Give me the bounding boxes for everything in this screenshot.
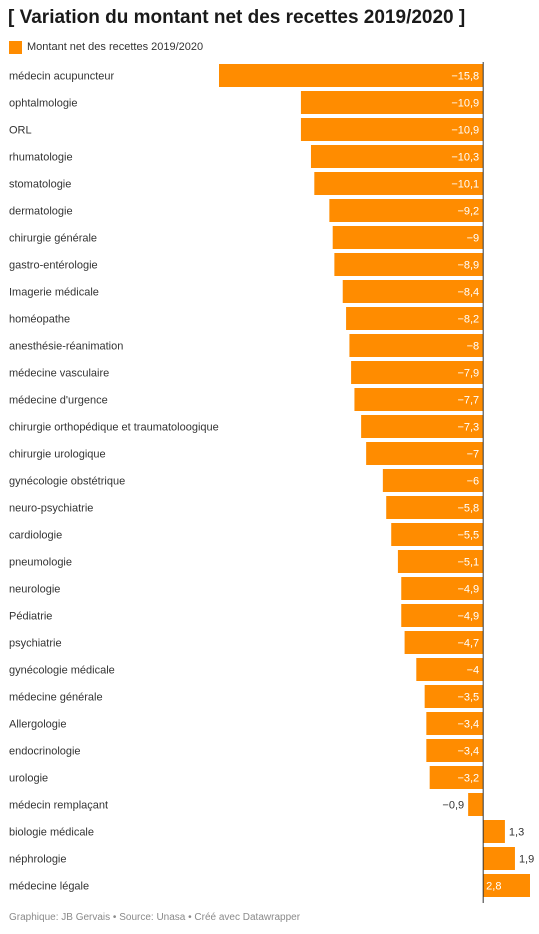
bar <box>300 118 484 141</box>
category-label: urologie <box>9 773 48 785</box>
bar <box>426 712 484 735</box>
value-label: −10,1 <box>451 179 479 191</box>
value-label: −4,7 <box>457 638 479 650</box>
category-label: ORL <box>9 125 32 137</box>
category-label: médecine générale <box>9 692 103 704</box>
bar <box>332 226 484 249</box>
value-label: 1,3 <box>509 827 524 839</box>
bar <box>300 91 484 114</box>
value-label: −5,5 <box>457 530 479 542</box>
category-label: anesthésie-réanimation <box>9 341 123 353</box>
bar <box>483 874 530 897</box>
category-label: cardiologie <box>9 530 62 542</box>
bar <box>391 523 484 546</box>
category-label: gastro-entérologie <box>9 260 98 272</box>
value-label: −7 <box>467 449 480 461</box>
legend-label: Montant net des recettes 2019/2020 <box>27 41 204 53</box>
bar <box>401 604 484 627</box>
bar <box>386 496 484 519</box>
value-label: −3,4 <box>457 719 479 731</box>
bar <box>397 550 484 573</box>
value-label: −7,3 <box>457 422 479 434</box>
value-label: −7,9 <box>457 368 479 380</box>
category-label: médecin acupuncteur <box>9 71 115 83</box>
bar <box>366 442 484 465</box>
value-label: −3,4 <box>457 746 479 758</box>
category-label: pneumologie <box>9 557 72 569</box>
category-label: psychiatrie <box>9 638 62 650</box>
value-label: −10,9 <box>451 98 479 110</box>
category-label: dermatologie <box>9 206 73 218</box>
chart-title: [ Variation du montant net des recettes … <box>8 7 466 28</box>
bar <box>219 64 484 87</box>
category-label: neuro-psychiatrie <box>9 503 93 515</box>
category-label: rhumatologie <box>9 152 73 164</box>
bar <box>314 172 484 195</box>
bar <box>329 199 484 222</box>
bar <box>424 685 484 708</box>
value-label: −10,3 <box>451 152 479 164</box>
category-label: médecine vasculaire <box>9 368 109 380</box>
category-label: biologie médicale <box>9 827 94 839</box>
category-label: chirurgie générale <box>9 233 97 245</box>
bar <box>351 361 484 384</box>
value-label: −15,8 <box>451 71 479 83</box>
value-label: −9 <box>467 233 480 245</box>
value-label: 2,8 <box>486 881 501 893</box>
bar <box>426 739 484 762</box>
value-label: −10,9 <box>451 125 479 137</box>
bar <box>334 253 484 276</box>
category-label: Pédiatrie <box>9 611 52 623</box>
bar <box>310 145 484 168</box>
value-label: −6 <box>467 476 480 488</box>
category-label: Imagerie médicale <box>9 287 99 299</box>
category-label: médecine d'urgence <box>9 395 108 407</box>
value-label: −4,9 <box>457 611 479 623</box>
chart-footer: Graphique: JB Gervais • Source: Unasa • … <box>9 912 301 923</box>
bar <box>404 631 484 654</box>
value-label: 1,9 <box>519 854 534 866</box>
bar-chart: médecin acupuncteur −15,8 ophtalmologie −10… <box>9 62 534 903</box>
bar <box>361 415 484 438</box>
bar <box>346 307 484 330</box>
bar <box>483 847 515 870</box>
category-label: Allergologie <box>9 719 66 731</box>
value-label: −9,2 <box>457 206 479 218</box>
bar <box>342 280 484 303</box>
value-label: −4 <box>467 665 480 677</box>
value-label: −7,7 <box>457 395 479 407</box>
value-label: −5,1 <box>457 557 479 569</box>
value-label: −5,8 <box>457 503 479 515</box>
legend-swatch <box>9 40 22 54</box>
bar <box>468 793 484 816</box>
value-label: −0,9 <box>442 800 464 812</box>
category-label: gynécologie médicale <box>9 665 115 677</box>
category-label: chirurgie urologique <box>9 449 106 461</box>
category-label: stomatologie <box>9 179 71 191</box>
value-label: −8,9 <box>457 260 479 272</box>
value-label: −8,4 <box>457 287 479 299</box>
legend: Montant net des recettes 2019/2020 <box>9 40 203 54</box>
value-label: −8 <box>467 341 480 353</box>
bar <box>382 469 484 492</box>
category-label: ophtalmologie <box>9 98 78 110</box>
value-label: −8,2 <box>457 314 479 326</box>
bar <box>483 820 505 843</box>
value-label: −3,2 <box>457 773 479 785</box>
category-label: médecin remplaçant <box>9 800 108 812</box>
bar <box>401 577 484 600</box>
bar <box>349 334 484 357</box>
category-label: gynécologie obstétrique <box>9 476 125 488</box>
category-label: homéopathe <box>9 314 70 326</box>
bar <box>429 766 484 789</box>
category-label: neurologie <box>9 584 60 596</box>
category-label: médecine légale <box>9 881 89 893</box>
bar <box>416 658 484 681</box>
category-label: endocrinologie <box>9 746 81 758</box>
category-label: néphrologie <box>9 854 67 866</box>
value-label: −4,9 <box>457 584 479 596</box>
value-label: −3,5 <box>457 692 479 704</box>
bar <box>354 388 484 411</box>
category-label: chirurgie orthopédique et traumatoloogiq… <box>9 422 219 434</box>
